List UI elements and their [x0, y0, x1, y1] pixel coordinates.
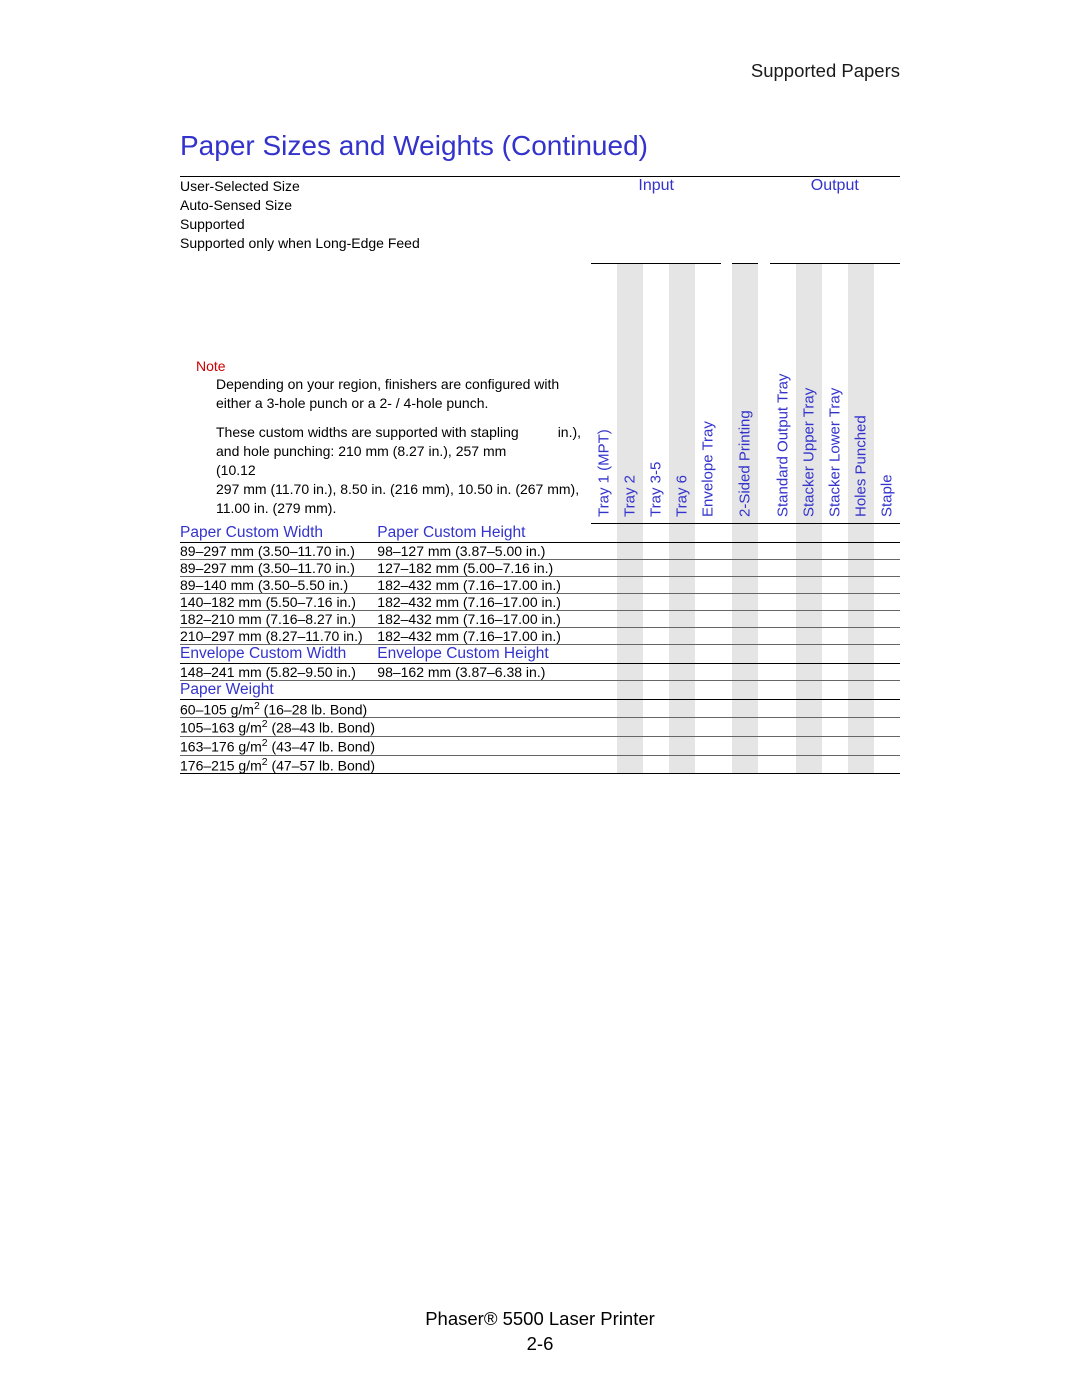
cell-height: 98–162 mm (3.87–6.38 in.): [377, 664, 591, 680]
note-body: Depending on your region, finishers are …: [196, 375, 581, 517]
table-row: 182–210 mm (7.16–8.27 in.)182–432 mm (7.…: [180, 610, 900, 627]
weight-b: (16–28 lb. Bond): [260, 701, 367, 717]
subhead-paper-height: Paper Custom Height: [377, 524, 591, 542]
cell-height: 127–182 mm (5.00–7.16 in.): [377, 560, 591, 576]
table-row: 105–163 g/m2 (28–43 lb. Bond): [180, 718, 900, 737]
cell-width: 89–297 mm (3.50–11.70 in.): [180, 560, 377, 576]
note-p2b: in.),: [530, 423, 581, 480]
subhead-paper-weight: Paper Weight: [180, 680, 591, 699]
col-holes: Holes Punched: [852, 415, 869, 517]
page-footer: Phaser® 5500 Laser Printer 2-6: [0, 1307, 1080, 1357]
table-row: 140–182 mm (5.50–7.16 in.)182–432 mm (7.…: [180, 593, 900, 610]
page: Supported Papers Paper Sizes and Weights…: [0, 0, 1080, 1397]
col-staple: Staple: [878, 475, 895, 518]
col-stdout: Standard Output Tray: [774, 374, 791, 517]
legend-supported: Supported: [180, 215, 591, 234]
table-row: 60–105 g/m2 (16–28 lb. Bond): [180, 699, 900, 718]
breadcrumb: Supported Papers: [180, 60, 900, 82]
weight-a: 176–215 g/m: [180, 757, 262, 773]
legend-auto-sensed: Auto-Sensed Size: [180, 196, 591, 215]
subhead-env-width: Envelope Custom Width: [180, 645, 377, 663]
note-p3: 297 mm (11.70 in.), 8.50 in. (216 mm), 1…: [216, 480, 581, 518]
weight-a: 105–163 g/m: [180, 720, 262, 736]
col-tray2: Tray 2: [622, 475, 639, 517]
col-tray6: Tray 6: [674, 475, 691, 517]
col-lower: Stacker Lower Tray: [826, 388, 843, 517]
subhead-env-height: Envelope Custom Height: [377, 645, 591, 663]
cell-height: 182–432 mm (7.16–17.00 in.): [377, 594, 591, 610]
table-row: 163–176 g/m2 (43–47 lb. Bond): [180, 737, 900, 756]
weight-a: 163–176 g/m: [180, 739, 262, 755]
cell-width: 148–241 mm (5.82–9.50 in.): [180, 664, 377, 680]
note-label: Note: [196, 357, 581, 376]
legend-long-edge: Supported only when Long-Edge Feed: [180, 234, 591, 253]
cell-width: 140–182 mm (5.50–7.16 in.): [180, 594, 377, 610]
col-tray35: Tray 3-5: [648, 462, 665, 517]
col-upper: Stacker Upper Tray: [800, 388, 817, 517]
cell-height: 98–127 mm (3.87–5.00 in.): [377, 543, 591, 559]
legend-user-selected: User-Selected Size: [180, 177, 591, 196]
table-row: 89–297 mm (3.50–11.70 in.)127–182 mm (5.…: [180, 559, 900, 576]
cell-width: 210–297 mm (8.27–11.70 in.): [180, 628, 377, 644]
col-envelope: Envelope Tray: [700, 421, 717, 517]
footer-line2: 2-6: [0, 1332, 1080, 1357]
cell-height: 182–432 mm (7.16–17.00 in.): [377, 611, 591, 627]
col-tray1: Tray 1 (MPT): [596, 429, 613, 517]
legend-block: User-Selected Size Auto-Sensed Size Supp…: [180, 177, 591, 524]
table-row: 89–297 mm (3.50–11.70 in.)98–127 mm (3.8…: [180, 542, 900, 559]
group-header-input: Input: [591, 177, 721, 264]
cell-width: 182–210 mm (7.16–8.27 in.): [180, 611, 377, 627]
note-p2a: These custom widths are supported with s…: [216, 423, 530, 480]
table-row: 176–215 g/m2 (47–57 lb. Bond): [180, 755, 900, 774]
cell-width: 89–140 mm (3.50–5.50 in.): [180, 577, 377, 593]
weight-a: 60–105 g/m: [180, 701, 254, 717]
table-row: 210–297 mm (8.27–11.70 in.)182–432 mm (7…: [180, 627, 900, 644]
weight-b: (43–47 lb. Bond): [268, 739, 375, 755]
spec-table: User-Selected Size Auto-Sensed Size Supp…: [180, 176, 900, 774]
weight-b: (28–43 lb. Bond): [268, 720, 375, 736]
col-2sided: 2-Sided Printing: [737, 410, 754, 517]
subhead-paper-width: Paper Custom Width: [180, 524, 377, 542]
cell-height: 182–432 mm (7.16–17.00 in.): [377, 577, 591, 593]
table-row: 89–140 mm (3.50–5.50 in.)182–432 mm (7.1…: [180, 576, 900, 593]
note-p1: Depending on your region, finishers are …: [216, 375, 581, 413]
page-title: Paper Sizes and Weights (Continued): [180, 130, 900, 162]
cell-width: 89–297 mm (3.50–11.70 in.): [180, 543, 377, 559]
cell-height: 182–432 mm (7.16–17.00 in.): [377, 628, 591, 644]
group-header-output: Output: [770, 177, 900, 264]
weight-b: (47–57 lb. Bond): [268, 757, 375, 773]
footer-line1: Phaser® 5500 Laser Printer: [0, 1307, 1080, 1332]
table-row: 148–241 mm (5.82–9.50 in.)98–162 mm (3.8…: [180, 663, 900, 680]
